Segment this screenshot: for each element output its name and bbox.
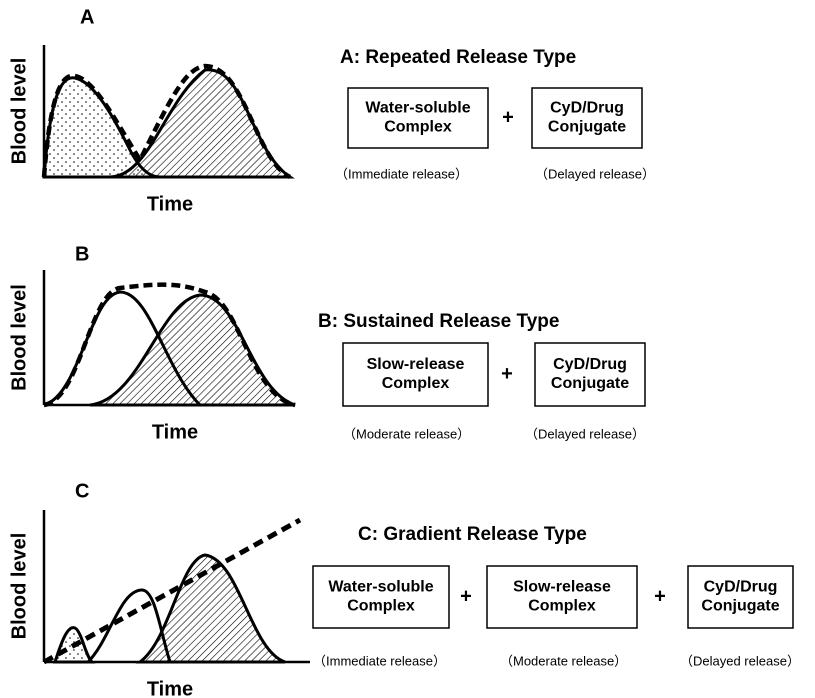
- envelope: [43, 282, 296, 408]
- release-note: （Delayed release）: [535, 166, 655, 181]
- box-text: Water-soluble: [328, 579, 433, 596]
- box-text: Complex: [384, 119, 452, 136]
- box-text: Complex: [382, 375, 450, 392]
- operator: +: [501, 363, 513, 385]
- envelope: [42, 517, 302, 665]
- formulation-box: [534, 342, 646, 407]
- formulation-box: [312, 565, 450, 629]
- y-axis-label: Blood level: [8, 58, 30, 165]
- box-text: Conjugate: [701, 598, 779, 615]
- box-text: Slow-release: [513, 579, 611, 596]
- operator: +: [460, 585, 472, 607]
- release-note: （Moderate release）: [343, 426, 470, 441]
- box-text: Water-soluble: [365, 100, 470, 117]
- box-text: CyD/Drug: [704, 579, 778, 596]
- box-text: Slow-release: [367, 356, 465, 373]
- box-text: Conjugate: [548, 119, 626, 136]
- panel-title: C: Gradient Release Type: [358, 524, 587, 545]
- operator: +: [654, 585, 666, 607]
- formulation-box: [531, 87, 643, 149]
- panel-title: A: Repeated Release Type: [340, 47, 576, 68]
- formulation-box: [687, 565, 794, 629]
- y-axis-label: Blood level: [8, 284, 30, 391]
- release-note: （Delayed release）: [525, 426, 645, 441]
- x-axis-label: Time: [147, 678, 193, 698]
- release-note: （Moderate release）: [500, 653, 627, 668]
- y-axis-label: Blood level: [8, 533, 30, 640]
- panel-label: C: [75, 480, 89, 502]
- curve: [89, 293, 296, 407]
- operator: +: [502, 106, 514, 128]
- box-text: CyD/Drug: [553, 356, 627, 373]
- box-text: CyD/Drug: [550, 100, 624, 117]
- x-axis-label: Time: [147, 193, 193, 215]
- panel-label: B: [75, 243, 89, 265]
- box-text: Complex: [347, 598, 415, 615]
- box-text: Complex: [528, 598, 596, 615]
- release-note: （Delayed release）: [680, 653, 800, 668]
- formulation-box: [486, 565, 638, 629]
- curve: [135, 553, 286, 664]
- panel-title: B: Sustained Release Type: [318, 311, 559, 332]
- formulation-box: [342, 342, 489, 407]
- release-note: （Immediate release）: [313, 653, 446, 668]
- envelope: [41, 63, 292, 180]
- release-note: （Immediate release）: [335, 166, 468, 181]
- formulation-box: [347, 87, 489, 149]
- panel-label: A: [80, 6, 94, 28]
- curves: [41, 63, 302, 665]
- box-text: Conjugate: [551, 375, 629, 392]
- x-axis-label: Time: [152, 421, 198, 443]
